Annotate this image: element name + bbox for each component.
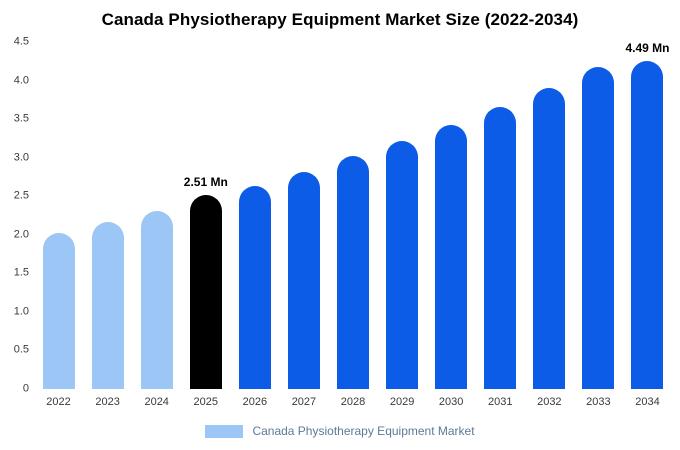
bar-column [574,42,623,389]
bar [337,156,369,389]
bars-container: 2.51 Mn 4.49 Mn [34,42,672,389]
x-tick-label: 2033 [586,396,611,408]
bar-column [132,42,181,389]
bar-column [328,42,377,389]
bar [533,88,566,389]
bar-column [476,42,525,389]
x-tick-label: 2026 [242,396,268,408]
x-tick-label: 2031 [488,396,513,408]
bar [238,186,271,389]
y-tick-label: 2.5 [13,189,29,202]
bar-column [34,42,83,389]
x-tick-label: 2024 [144,396,169,408]
bar-column [230,42,279,389]
y-tick-label: 1.5 [13,266,29,279]
bar [42,233,75,389]
bar-column: 2.51 Mn [181,42,230,389]
bar-column [83,42,132,389]
bar-column [378,42,427,389]
x-tick-label: 2023 [95,396,120,408]
bar [386,141,419,389]
x-tick-label: 2025 [193,396,219,408]
bar [91,221,124,389]
bar [140,210,173,389]
bar-column [279,42,328,389]
plot-area: 0 0.5 1.0 1.5 2.0 2.5 3.0 3.5 4.0 4.5 2.51 Mn 4.49… [6,36,672,394]
bar-column: 4.49 Mn [623,42,672,389]
y-tick-label: 1.0 [13,305,29,318]
legend-label: Canada Physiotherapy Equipment Market [252,424,475,438]
y-tick-label: 3.0 [13,151,29,164]
bar-column [427,42,476,389]
y-tick-label: 0.5 [13,343,29,356]
bar [435,124,468,389]
x-tick-label: 2030 [438,396,464,408]
legend-item[interactable]: Canada Physiotherapy Equipment Market [0,424,680,438]
x-axis: 2022 2023 2024 2025 2026 2027 2028 2029 2030 2031… [34,396,672,408]
y-axis: 0 0.5 1.0 1.5 2.0 2.5 3.0 3.5 4.0 4.5 [6,36,34,394]
x-tick-label: 2028 [340,396,366,408]
y-tick-label: 2.0 [13,228,29,241]
x-tick-label: 2022 [46,396,71,408]
bar [582,67,615,389]
x-tick-label: 2029 [389,396,415,408]
y-tick-label: 3.5 [13,112,29,125]
y-tick-label: 4.5 [13,35,29,48]
bar [484,106,517,389]
y-tick-label: 0 [22,382,29,395]
x-tick-label: 2027 [291,396,317,408]
y-tick-label: 4.0 [13,74,29,87]
x-tick-label: 2032 [537,396,562,408]
x-tick-label: 2034 [635,396,660,408]
chart-title: Canada Physiotherapy Equipment Market Si… [101,10,579,29]
bar [189,195,222,389]
bar-column [525,42,574,389]
bar-value-label: 2.51 Mn [183,175,228,190]
bar [631,61,664,389]
bar-value-label: 4.49 Mn [625,41,670,55]
bar [287,172,320,389]
legend-swatch [205,424,244,438]
